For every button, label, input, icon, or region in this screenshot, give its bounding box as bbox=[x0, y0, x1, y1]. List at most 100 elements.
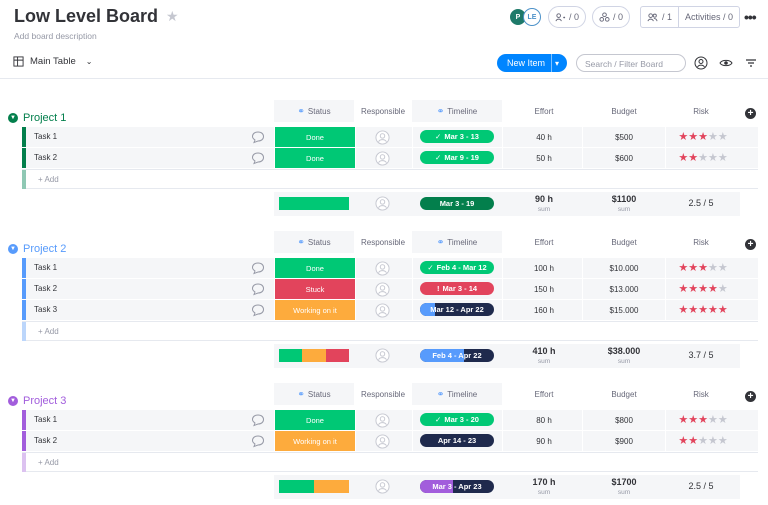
item-name[interactable]: Task 2 bbox=[34, 436, 58, 445]
updates-bubble-icon[interactable] bbox=[251, 413, 265, 427]
updates-bubble-icon[interactable] bbox=[251, 303, 265, 317]
star-icon[interactable]: ★ bbox=[678, 304, 689, 316]
person-icon[interactable] bbox=[375, 196, 390, 211]
table-row[interactable]: Task 2 Working on it Apr 14 - 23 90 h $900 ★★… bbox=[22, 431, 758, 451]
members-button[interactable]: / 1 bbox=[641, 7, 678, 27]
effort-value[interactable]: 100 h bbox=[533, 264, 555, 273]
star-icon[interactable]: ★ bbox=[678, 283, 689, 295]
star-icon[interactable]: ★ bbox=[166, 8, 179, 24]
group-title-text[interactable]: Project 2 bbox=[23, 243, 67, 255]
view-selector[interactable]: Main Table ⌄ bbox=[13, 56, 92, 67]
timeline-summary-pill[interactable]: Mar 3 - Apr 23 bbox=[420, 480, 494, 493]
add-item-input[interactable]: + Add bbox=[38, 175, 59, 184]
star-icon[interactable]: ★ bbox=[707, 414, 718, 426]
star-icon[interactable]: ★ bbox=[688, 152, 699, 164]
star-icon[interactable]: ★ bbox=[707, 131, 718, 143]
person-icon[interactable] bbox=[375, 282, 390, 297]
timeline-pill[interactable]: ✓ Mar 3 - 20 bbox=[420, 413, 494, 426]
column-header-status[interactable]: ⚭ Status bbox=[274, 100, 354, 122]
budget-value[interactable]: $13.000 bbox=[609, 285, 639, 294]
star-icon[interactable]: ★ bbox=[678, 131, 689, 143]
add-column-icon[interactable]: + bbox=[745, 391, 756, 402]
add-item-row[interactable]: + Add bbox=[22, 169, 758, 189]
timeline-summary-pill[interactable]: Mar 3 - 19 bbox=[420, 197, 494, 210]
board-title[interactable]: Low Level Board ★ bbox=[14, 6, 179, 27]
item-name[interactable]: Task 3 bbox=[34, 305, 58, 314]
column-header-risk[interactable]: Risk bbox=[666, 100, 736, 122]
star-icon[interactable]: ★ bbox=[707, 283, 718, 295]
add-column-icon[interactable]: + bbox=[745, 108, 756, 119]
star-icon[interactable]: ★ bbox=[688, 435, 699, 447]
item-name[interactable]: Task 2 bbox=[34, 284, 58, 293]
chevron-down-icon[interactable]: ▼ bbox=[8, 113, 18, 123]
risk-rating[interactable]: ★★★★★ bbox=[668, 130, 738, 143]
column-header-status[interactable]: ⚭ Status bbox=[274, 383, 354, 405]
star-icon[interactable]: ★ bbox=[698, 152, 708, 164]
chevron-down-icon[interactable]: ▼ bbox=[8, 244, 18, 254]
status-cell[interactable]: Stuck bbox=[275, 279, 355, 299]
board-description[interactable]: Add board description bbox=[14, 31, 97, 41]
updates-bubble-icon[interactable] bbox=[251, 261, 265, 275]
table-row[interactable]: Task 1 Done ✓ Mar 3 - 20 80 h $800 ★★★★★ bbox=[22, 410, 758, 430]
column-header-responsible[interactable]: Responsible bbox=[354, 383, 412, 405]
table-row[interactable]: Task 1 Done ✓ Feb 4 - Mar 12 100 h $10.000 ★★★… bbox=[22, 258, 758, 278]
column-header-risk[interactable]: Risk bbox=[666, 231, 736, 253]
budget-value[interactable]: $800 bbox=[615, 416, 633, 425]
star-icon[interactable]: ★ bbox=[707, 304, 718, 316]
add-item-input[interactable]: + Add bbox=[38, 458, 59, 467]
add-item-row[interactable]: + Add bbox=[22, 321, 758, 341]
star-icon[interactable]: ★ bbox=[688, 414, 699, 426]
person-icon[interactable] bbox=[375, 151, 390, 166]
person-icon[interactable] bbox=[375, 479, 390, 494]
risk-rating[interactable]: ★★★★★ bbox=[668, 434, 738, 447]
status-cell[interactable]: Done bbox=[275, 148, 355, 168]
effort-value[interactable]: 80 h bbox=[536, 416, 552, 425]
updates-bubble-icon[interactable] bbox=[251, 282, 265, 296]
column-header-budget[interactable]: Budget bbox=[594, 100, 654, 122]
timeline-pill[interactable]: Mar 12 - Apr 22 bbox=[420, 303, 494, 316]
budget-value[interactable]: $500 bbox=[615, 133, 633, 142]
filter-icon[interactable] bbox=[744, 56, 758, 70]
more-options-icon[interactable]: ••• bbox=[744, 9, 757, 25]
risk-rating[interactable]: ★★★★★ bbox=[668, 151, 738, 164]
effort-value[interactable]: 40 h bbox=[536, 133, 552, 142]
star-icon[interactable]: ★ bbox=[698, 131, 708, 143]
star-icon[interactable]: ★ bbox=[717, 262, 728, 274]
timeline-pill[interactable]: ✓ Feb 4 - Mar 12 bbox=[420, 261, 494, 274]
status-cell[interactable]: Working on it bbox=[275, 300, 355, 320]
effort-value[interactable]: 160 h bbox=[533, 306, 555, 315]
budget-value[interactable]: $900 bbox=[615, 437, 633, 446]
table-row[interactable]: Task 2 Stuck! Mar 3 - 14 150 h $13.000 ★★★★★ bbox=[22, 279, 758, 299]
star-icon[interactable]: ★ bbox=[717, 131, 728, 143]
column-header-responsible[interactable]: Responsible bbox=[354, 100, 412, 122]
new-item-label[interactable]: New Item bbox=[507, 58, 546, 68]
activities-button[interactable]: Activities / 0 bbox=[678, 7, 739, 27]
group-title[interactable]: ▼ Project 2 bbox=[8, 241, 66, 257]
star-icon[interactable]: ★ bbox=[678, 435, 689, 447]
new-item-button[interactable]: New Item ▾ bbox=[497, 54, 567, 72]
column-header-budget[interactable]: Budget bbox=[594, 383, 654, 405]
group-title-text[interactable]: Project 1 bbox=[23, 112, 67, 124]
column-header-timeline[interactable]: ⚭ Timeline bbox=[412, 383, 502, 405]
avatar[interactable]: LE bbox=[523, 8, 541, 26]
status-cell[interactable]: Done bbox=[275, 127, 355, 147]
status-cell[interactable]: Done bbox=[275, 258, 355, 278]
table-row[interactable]: Task 2 Done ✓ Mar 9 - 19 50 h $600 ★★★★★ bbox=[22, 148, 758, 168]
effort-value[interactable]: 50 h bbox=[536, 154, 552, 163]
effort-value[interactable]: 150 h bbox=[533, 285, 555, 294]
add-item-input[interactable]: + Add bbox=[38, 327, 59, 336]
invite-button[interactable]: / 0 bbox=[548, 6, 586, 28]
status-cell[interactable]: Done bbox=[275, 410, 355, 430]
column-header-risk[interactable]: Risk bbox=[666, 383, 736, 405]
star-icon[interactable]: ★ bbox=[717, 152, 728, 164]
risk-rating[interactable]: ★★★★★ bbox=[668, 303, 738, 316]
column-header-effort[interactable]: Effort bbox=[514, 231, 574, 253]
table-row[interactable]: Task 1 Done ✓ Mar 3 - 13 40 h $500 ★★★★★ bbox=[22, 127, 758, 147]
star-icon[interactable]: ★ bbox=[698, 262, 708, 274]
person-icon[interactable] bbox=[375, 130, 390, 145]
eye-icon[interactable] bbox=[719, 56, 733, 70]
updates-bubble-icon[interactable] bbox=[251, 130, 265, 144]
budget-value[interactable]: $600 bbox=[615, 154, 633, 163]
column-header-budget[interactable]: Budget bbox=[594, 231, 654, 253]
search-input[interactable]: Search / Filter Board bbox=[576, 54, 686, 72]
